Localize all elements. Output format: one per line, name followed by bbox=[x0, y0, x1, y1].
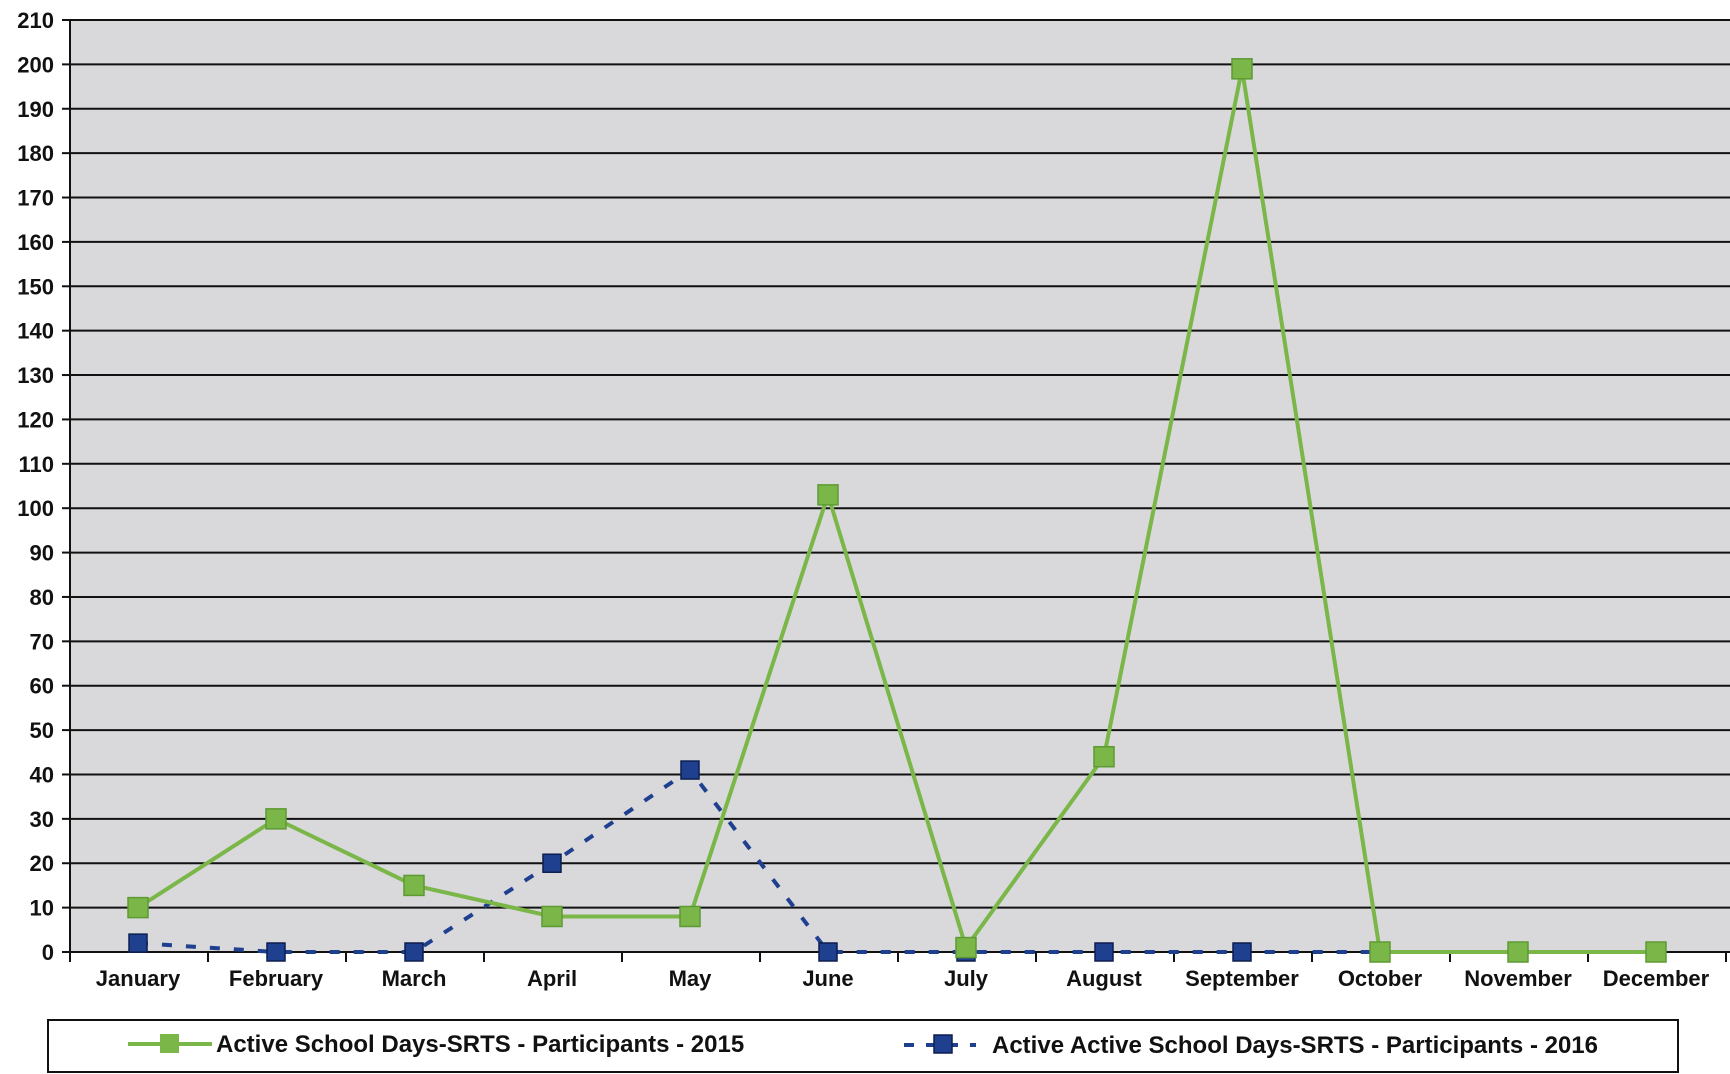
y-tick-label: 120 bbox=[17, 407, 54, 432]
y-tick-label: 50 bbox=[30, 718, 54, 743]
y-tick-label: 60 bbox=[30, 674, 54, 699]
y-tick-label: 180 bbox=[17, 141, 54, 166]
y-tick-label: 0 bbox=[42, 940, 54, 965]
x-tick-label: September bbox=[1185, 966, 1299, 991]
data-point-1-3 bbox=[542, 853, 562, 873]
y-tick-label: 40 bbox=[30, 762, 54, 787]
x-tick-label: June bbox=[802, 966, 853, 991]
data-point-0-1 bbox=[265, 808, 287, 830]
plot-background bbox=[70, 20, 1730, 952]
data-point-0-3 bbox=[541, 905, 563, 928]
x-tick-label: December bbox=[1603, 966, 1710, 991]
legend: Active School Days-SRTS - Participants -… bbox=[47, 1019, 1679, 1073]
data-point-1-2 bbox=[404, 942, 424, 962]
data-point-1-1 bbox=[266, 942, 286, 962]
x-tick-label: March bbox=[382, 966, 447, 991]
y-tick-label: 150 bbox=[17, 274, 54, 299]
legend-label-2016: Active Active School Days-SRTS - Partici… bbox=[992, 1032, 1598, 1059]
legend-box bbox=[47, 1019, 1679, 1073]
data-point-0-8 bbox=[1231, 58, 1253, 80]
data-point-1-4 bbox=[680, 760, 700, 780]
y-tick-label: 130 bbox=[17, 363, 54, 388]
x-tick-label: October bbox=[1338, 966, 1423, 991]
y-tick-label: 80 bbox=[30, 585, 54, 610]
gridlines bbox=[70, 19, 1730, 909]
x-tick-label: January bbox=[96, 966, 181, 991]
legend-label-2015: Active School Days-SRTS - Participants -… bbox=[216, 1031, 744, 1058]
y-tick-label: 160 bbox=[17, 230, 54, 255]
series-line-0 bbox=[136, 68, 1656, 954]
data-point-0-10 bbox=[1507, 941, 1529, 963]
data-point-0-9 bbox=[1369, 941, 1391, 963]
y-tick-label: 70 bbox=[30, 629, 54, 654]
data-point-0-11 bbox=[1645, 941, 1667, 963]
y-tick-label: 100 bbox=[17, 496, 54, 521]
y-tick-label: 200 bbox=[17, 52, 54, 77]
y-tick-label: 30 bbox=[30, 807, 54, 832]
legend-marker-2016 bbox=[933, 1034, 953, 1054]
x-tick-label: February bbox=[229, 966, 324, 991]
y-tick-label: 190 bbox=[17, 97, 54, 122]
legend-marker-2015 bbox=[160, 1034, 179, 1053]
x-tick-label: April bbox=[527, 966, 577, 991]
x-tick-label: July bbox=[944, 966, 989, 991]
y-tick-label: 170 bbox=[17, 186, 54, 211]
data-point-1-7 bbox=[1094, 942, 1114, 962]
y-axis-ticks: 0 10 20 30 40 50 60 70 80 90 100 110 120 130 140 150 160… bbox=[17, 8, 70, 965]
series-layer bbox=[127, 58, 1667, 963]
data-point-0-0 bbox=[127, 896, 149, 919]
data-point-1-5 bbox=[818, 942, 838, 962]
data-point-0-2 bbox=[403, 874, 425, 897]
data-point-1-0 bbox=[128, 933, 148, 953]
y-tick-label: 20 bbox=[30, 851, 54, 876]
y-tick-label: 10 bbox=[30, 896, 54, 921]
y-tick-label: 210 bbox=[17, 8, 54, 33]
y-tick-label: 110 bbox=[19, 452, 55, 477]
y-tick-label: 140 bbox=[17, 319, 54, 344]
data-point-0-4 bbox=[679, 905, 701, 928]
data-point-1-8 bbox=[1232, 942, 1252, 962]
x-tick-label: May bbox=[669, 966, 713, 991]
x-axis-ticks: January February March April May June July Augu… bbox=[69, 952, 1727, 991]
data-point-0-5 bbox=[817, 484, 839, 506]
x-tick-label: November bbox=[1464, 966, 1572, 991]
data-point-0-6 bbox=[955, 936, 977, 959]
data-point-0-7 bbox=[1093, 745, 1115, 768]
x-tick-label: August bbox=[1066, 966, 1142, 991]
y-tick-label: 90 bbox=[30, 541, 54, 566]
